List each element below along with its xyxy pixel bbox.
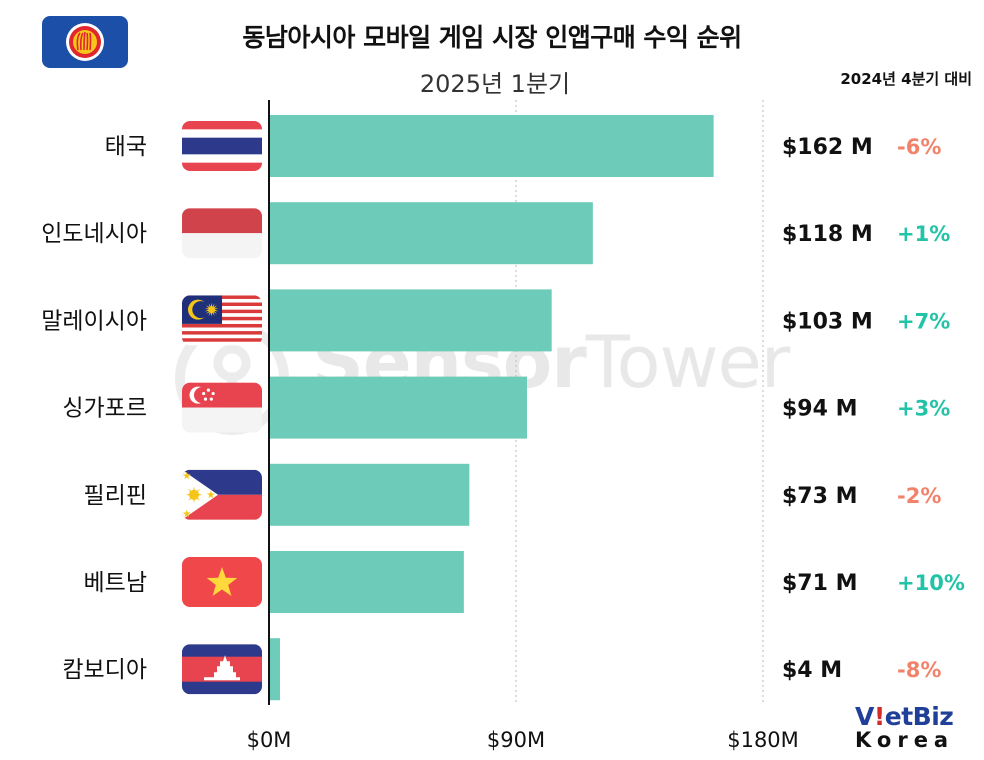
- bar-5: [269, 551, 464, 613]
- value-label: $94 M: [782, 397, 857, 422]
- change-label: +7%: [897, 309, 950, 333]
- bar-2: [269, 289, 552, 352]
- malaysia-flag: [182, 295, 262, 346]
- indonesia-flag: [182, 208, 262, 259]
- brand-etbiz: etBiz: [884, 702, 954, 731]
- category-label: 태국: [105, 134, 147, 160]
- thailand-flag: [182, 121, 262, 171]
- category-label: 베트남: [84, 570, 147, 596]
- category-label: 필리핀: [84, 483, 147, 509]
- category-label: 말레이시아: [41, 308, 147, 334]
- vietnam-flag: [182, 557, 262, 607]
- brand-exclaim: !: [873, 702, 885, 731]
- watermark-light: Tower: [585, 320, 791, 404]
- value-label: $118 M: [782, 222, 873, 247]
- change-label: +10%: [897, 571, 965, 595]
- change-label: +1%: [897, 222, 950, 246]
- value-label: $162 M: [782, 135, 873, 160]
- value-label: $71 M: [782, 571, 857, 596]
- x-tick-label: $0M: [247, 728, 292, 752]
- vietbiz-korea-logo: V!etBiz Korea: [855, 704, 954, 751]
- change-label: -8%: [897, 658, 941, 682]
- x-tick-label: $90M: [487, 728, 545, 752]
- change-label: +3%: [897, 397, 950, 421]
- bar-3: [269, 376, 527, 439]
- chart-title: 동남아시아 모바일 게임 시장 인앱구매 수익 순위: [242, 23, 742, 52]
- x-tick-label: $180M: [727, 728, 799, 752]
- category-label: 싱가포르: [62, 396, 147, 422]
- bar-0: [269, 115, 714, 177]
- asean-logo-icon: [42, 16, 128, 68]
- bar-6: [269, 638, 280, 701]
- philippines-flag: [182, 469, 262, 520]
- chart-subtitle: 2025년 1분기: [419, 70, 571, 98]
- value-label: $73 M: [782, 484, 857, 509]
- value-label: $103 M: [782, 309, 873, 334]
- singapore-flag: [182, 382, 262, 433]
- cambodia-flag: [182, 644, 262, 695]
- category-label: 캄보디아: [62, 657, 147, 683]
- category-label: 인도네시아: [41, 221, 147, 247]
- value-label: $4 M: [782, 658, 842, 683]
- change-label: -2%: [897, 484, 941, 508]
- change-label: -6%: [897, 135, 941, 159]
- bar-1: [269, 202, 593, 265]
- change-column-header: 2024년 4분기 대비: [840, 70, 972, 88]
- brand-korea: Korea: [855, 728, 955, 752]
- brand-v: V: [855, 702, 874, 731]
- bar-4: [269, 463, 470, 526]
